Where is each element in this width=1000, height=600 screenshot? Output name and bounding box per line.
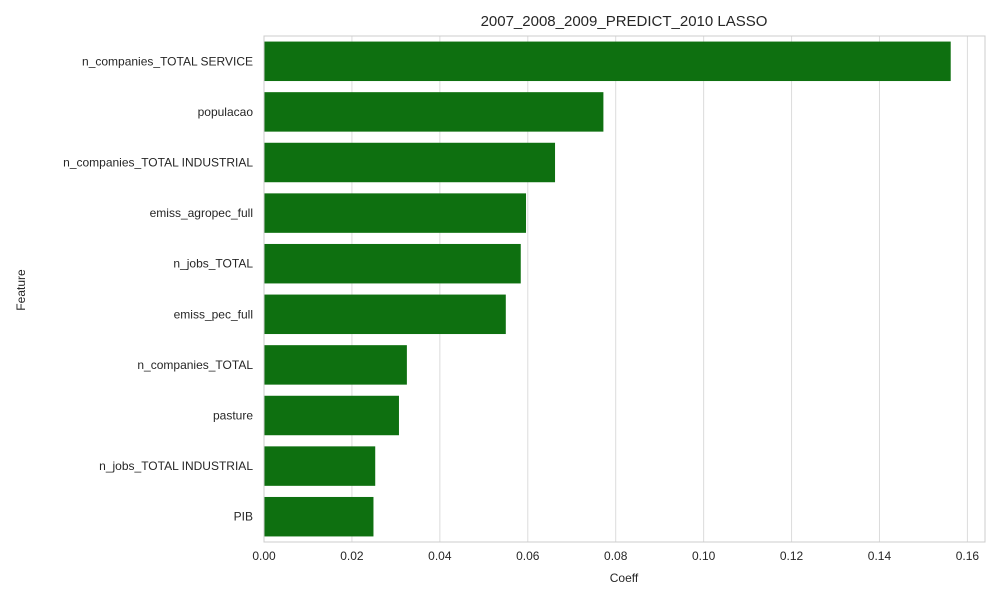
y-tick-label: emiss_pec_full: [174, 307, 253, 321]
bar: [264, 193, 527, 233]
bar: [264, 294, 506, 335]
bar: [264, 243, 521, 284]
y-axis-label: Feature: [14, 269, 28, 311]
y-tick-label: n_companies_TOTAL: [137, 358, 253, 372]
y-tick-label: PIB: [234, 510, 253, 524]
axes-frame: [263, 35, 986, 543]
y-tick-label: n_companies_TOTAL SERVICE: [82, 54, 253, 68]
y-tick-label: n_jobs_TOTAL INDUSTRIAL: [99, 459, 253, 473]
x-tick-label: 0.02: [340, 549, 364, 563]
plot-frame: [263, 35, 986, 543]
x-tick-labels: 0.00 0.02 0.04 0.06 0.08 0.10 0.12 0.14 0.16: [252, 549, 979, 563]
bar: [264, 395, 399, 436]
x-tick-label: 0.10: [692, 549, 716, 563]
x-tick-label: 0.14: [868, 549, 892, 563]
bar: [264, 496, 374, 537]
y-tick-label: populacao: [198, 105, 254, 119]
bar: [264, 446, 376, 486]
bar: [264, 41, 951, 82]
y-tick-label: n_companies_TOTAL INDUSTRIAL: [63, 156, 253, 170]
bar: [264, 142, 556, 183]
x-axis-label: Coeff: [610, 571, 639, 585]
x-tick-label: 0.08: [604, 549, 628, 563]
y-tick-label: emiss_agropec_full: [150, 206, 253, 220]
x-tick-label: 0.12: [780, 549, 804, 563]
y-tick-label: pasture: [213, 409, 253, 423]
y-tick-label: n_jobs_TOTAL: [173, 257, 253, 271]
x-tick-label: 0.06: [516, 549, 540, 563]
x-tick-label: 0.16: [956, 549, 980, 563]
x-tick-label: 0.04: [428, 549, 452, 563]
bar: [264, 345, 407, 385]
chart-title: 2007_2008_2009_PREDICT_2010 LASSO: [481, 13, 768, 30]
y-tick-labels: n_companies_TOTAL SERVICE populacao n_comp…: [63, 54, 253, 523]
bar: [264, 92, 604, 132]
x-tick-label: 0.00: [252, 549, 276, 563]
bars: [264, 41, 951, 537]
